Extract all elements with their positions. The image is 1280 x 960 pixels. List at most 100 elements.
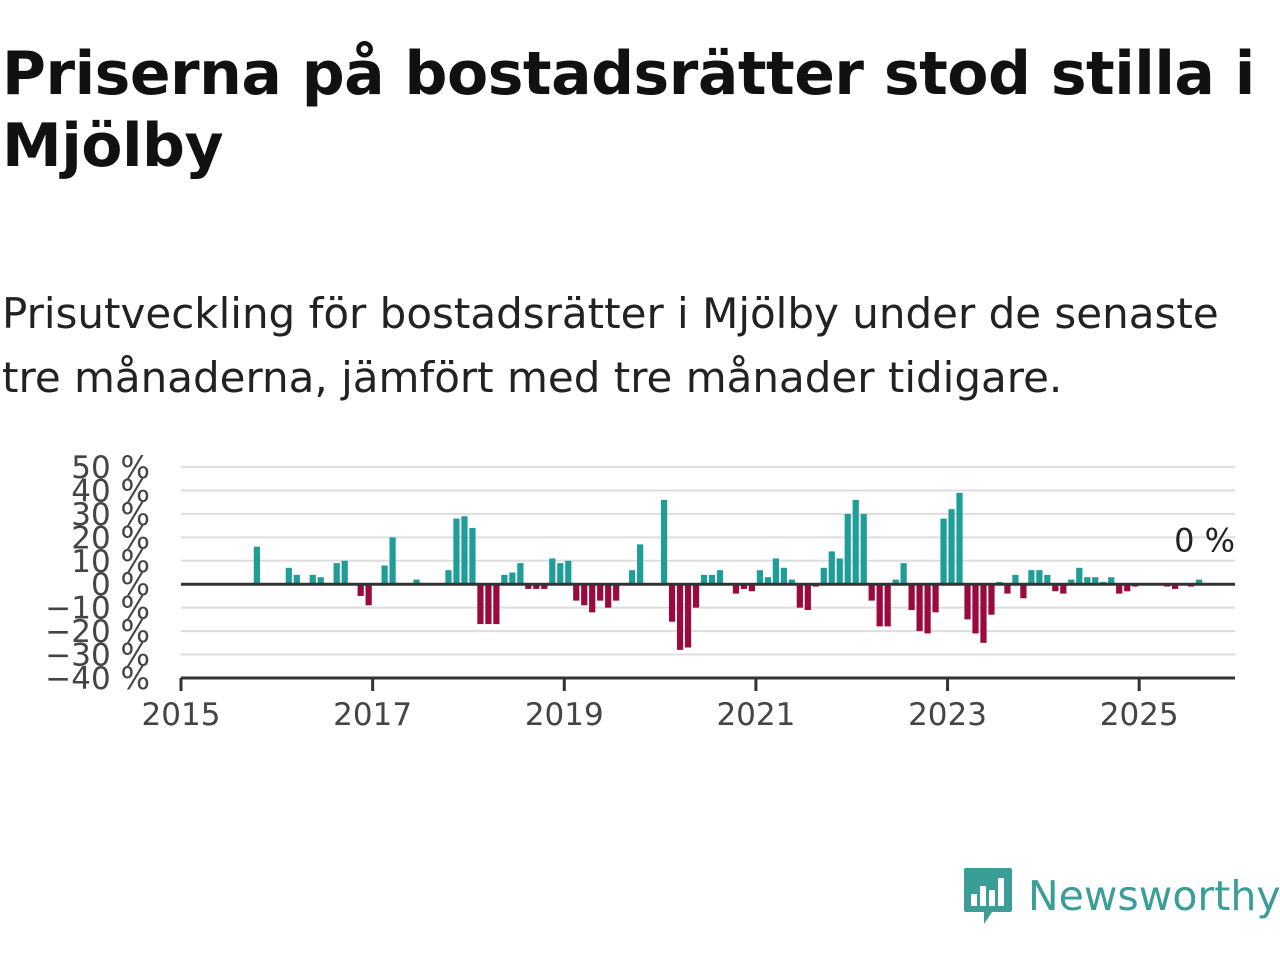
bar — [333, 563, 340, 585]
brand-name: Newsworthy — [1028, 872, 1280, 920]
tick-labels: 50 %40 %30 %20 %10 %0 %−10 %−20 %−30 %−4… — [45, 450, 1235, 733]
bar — [748, 584, 756, 592]
bar — [525, 584, 532, 589]
bar — [892, 579, 899, 585]
bar — [493, 584, 500, 625]
bar — [565, 560, 572, 585]
bar — [884, 584, 891, 627]
bar — [469, 527, 476, 585]
bar — [780, 567, 787, 585]
axes — [179, 582, 1235, 691]
bar — [573, 584, 580, 601]
bar — [660, 499, 668, 585]
bar — [253, 546, 260, 585]
bar — [1084, 577, 1091, 585]
bar — [1028, 570, 1035, 585]
bar — [549, 558, 556, 585]
x-tick-label: 2023 — [908, 697, 987, 733]
bar — [900, 563, 907, 585]
bar — [956, 492, 963, 585]
bar — [1171, 584, 1179, 589]
y-tick-label: 20 % — [71, 520, 150, 556]
bar-chart-speech-bubble-icon — [964, 868, 1012, 924]
bar — [1012, 574, 1019, 585]
y-tick-label: 50 % — [71, 450, 150, 486]
bar-chart: 50 %40 %30 %20 %10 %0 %−10 %−20 %−30 %−4… — [45, 450, 1235, 733]
bar — [716, 570, 724, 585]
bar — [772, 558, 779, 585]
bar — [1020, 584, 1027, 599]
y-tick-label: −40 % — [45, 661, 150, 697]
chart-title: Priserna på bostadsrätter stod stilla i … — [2, 39, 1255, 181]
bar — [1052, 584, 1059, 592]
bar — [668, 584, 676, 622]
bar — [629, 570, 636, 585]
chart-subtitle: Prisutveckling för bostadsrätter i Mjölb… — [2, 289, 1219, 402]
bar — [964, 584, 971, 620]
bar — [589, 584, 596, 613]
bar — [820, 567, 827, 585]
bar — [381, 565, 388, 585]
bar — [972, 584, 979, 634]
bar — [1060, 584, 1067, 594]
y-tick-label: 40 % — [71, 473, 150, 509]
bar — [980, 584, 987, 643]
bar — [613, 584, 620, 601]
bar — [477, 584, 484, 625]
bar — [485, 584, 492, 625]
bar — [557, 563, 564, 585]
x-tick-label: 2025 — [1100, 697, 1179, 733]
bar — [764, 577, 772, 585]
bar — [285, 567, 292, 585]
bar — [860, 513, 867, 585]
bar — [1124, 584, 1131, 592]
bar — [509, 572, 516, 585]
x-tick-label: 2015 — [142, 697, 221, 733]
bar — [692, 584, 700, 608]
bar — [868, 584, 875, 601]
bar — [445, 570, 452, 585]
bar — [788, 579, 795, 585]
bar — [637, 544, 644, 585]
bar — [684, 584, 692, 648]
bar — [541, 584, 548, 589]
bar — [453, 518, 460, 585]
bar — [533, 584, 540, 589]
bar — [1068, 579, 1075, 585]
bar — [876, 584, 883, 627]
bar — [293, 574, 300, 585]
bar — [357, 584, 364, 596]
last-value-label: 0 % — [1174, 521, 1235, 559]
bar — [1092, 577, 1099, 585]
bar — [940, 518, 947, 585]
bar — [341, 560, 348, 585]
y-tick-label: −20 % — [45, 614, 150, 650]
bar — [700, 574, 708, 585]
bar — [852, 499, 859, 585]
y-tick-label: −30 % — [45, 638, 150, 674]
bar — [948, 509, 955, 585]
x-tick-label: 2021 — [716, 697, 795, 733]
bar — [732, 584, 740, 594]
bar — [597, 584, 604, 601]
bar — [309, 574, 316, 585]
y-tick-label: −10 % — [45, 591, 150, 627]
bar — [501, 574, 508, 585]
bar — [924, 584, 931, 634]
bar — [1076, 567, 1083, 585]
bar — [932, 584, 939, 613]
bar — [804, 584, 811, 611]
bar — [461, 516, 468, 585]
bars — [253, 492, 1203, 650]
bar — [756, 570, 764, 585]
bar — [796, 584, 803, 608]
bar — [517, 563, 524, 585]
grid-lines — [181, 466, 1235, 656]
x-tick-label: 2017 — [333, 697, 412, 733]
x-tick-label: 2019 — [525, 697, 604, 733]
bar — [365, 584, 372, 606]
bar — [844, 513, 851, 585]
bar — [916, 584, 923, 632]
bar — [988, 584, 995, 615]
bar — [1004, 584, 1011, 594]
